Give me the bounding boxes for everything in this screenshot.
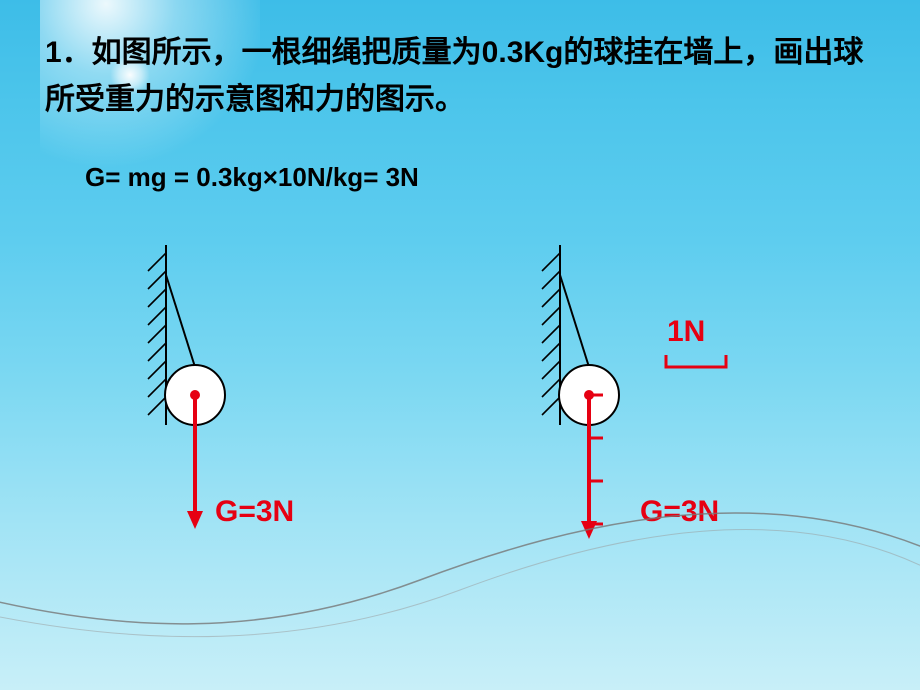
left-diagram — [148, 245, 225, 529]
scale-label: 1N — [667, 315, 705, 349]
equation-text: G= mg = 0.3kg×10N/kg= 3N — [85, 162, 419, 193]
gravity-label-right: G=3N — [640, 495, 719, 529]
scale-bracket-icon — [662, 353, 734, 375]
diagrams-container: 1N G=3N G=3N — [0, 245, 920, 605]
question-text: 1．如图所示，一根细绳把质量为0.3Kg的球挂在墙上，画出球所受重力的示意图和力… — [45, 30, 875, 123]
question-body: ．如图所示，一根细绳把质量为0.3Kg的球挂在墙上，画出球所受重力的示意图和力的… — [45, 36, 863, 116]
physics-diagrams-svg — [0, 245, 920, 605]
right-diagram — [542, 245, 619, 539]
question-number: 1 — [45, 36, 62, 69]
gravity-label-left: G=3N — [215, 495, 294, 529]
